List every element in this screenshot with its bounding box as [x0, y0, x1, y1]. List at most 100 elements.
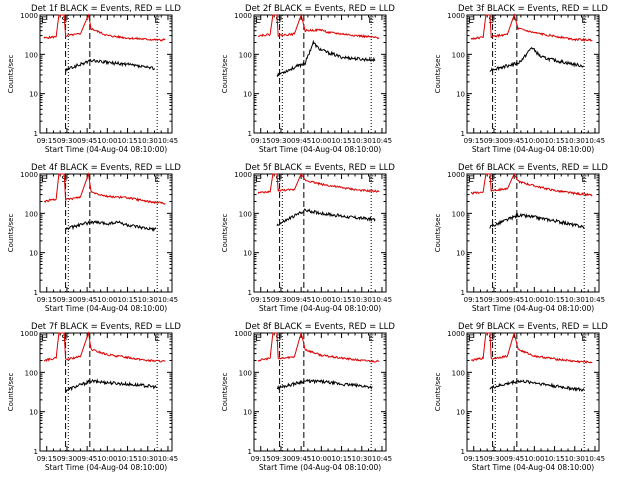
plot-frame [253, 14, 387, 134]
chart-panel-9: Det 9f BLACK = Events, RED = LLD 1 10 100 10… [434, 322, 608, 472]
event-marker-label: E [468, 334, 474, 344]
x-tick-label: 09:15 [251, 455, 271, 463]
x-axis-label: Start Time (04-Aug-04 08:10:00) [259, 463, 381, 472]
x-tick-label: 09:30 [57, 296, 77, 304]
chart-title: Det 5f BLACK = Events, RED = LLD [245, 163, 395, 173]
event-marker-label: E [41, 334, 47, 344]
events-series-line [489, 379, 585, 392]
event-marker-label: S [275, 16, 281, 26]
x-tick-label: 09:45 [77, 455, 97, 463]
y-tick-label: 1 [34, 448, 38, 456]
y-tick-label: 1 [248, 130, 252, 138]
x-tick-label: 09:45 [291, 455, 311, 463]
plot-frame [253, 332, 387, 452]
x-tick-label: 09:45 [504, 455, 524, 463]
y-tick-label: 1 [248, 289, 252, 297]
y-tick-label: 1000 [447, 330, 465, 338]
plot-frame [39, 173, 173, 293]
event-marker-label: S [275, 175, 281, 185]
chart-title: Det 6f BLACK = Events, RED = LLD [458, 163, 608, 173]
y-tick-label: 100 [452, 369, 465, 377]
y-tick-label: 1000 [447, 12, 465, 20]
x-tick-label: 10:30 [565, 455, 585, 463]
x-tick-label: 09:30 [271, 137, 291, 145]
x-tick-label: 10:15 [117, 137, 137, 145]
x-tick-label: 10:00 [97, 137, 117, 145]
x-tick-label: 10:30 [138, 296, 158, 304]
x-tick-label: 10:15 [331, 455, 351, 463]
chart-title: Det 9f BLACK = Events, RED = LLD [458, 322, 608, 332]
x-tick-label: 09:30 [484, 455, 504, 463]
x-tick-label: 10:00 [97, 296, 117, 304]
x-tick-label: 09:15 [464, 296, 484, 304]
lld-series-line [257, 332, 380, 363]
chart-panel-1: Det 1f BLACK = Events, RED = LLD 1 10 100 10… [7, 4, 181, 154]
event-marker-label: E [581, 334, 587, 344]
y-tick-label: 1 [461, 289, 465, 297]
lld-series-line [43, 172, 166, 205]
y-tick-label: 100 [25, 51, 38, 59]
event-marker-label: E [368, 334, 374, 344]
events-series-line [276, 39, 376, 78]
y-tick-label: 10 [456, 250, 465, 258]
lld-series-line [257, 172, 380, 194]
x-tick-label: 09:15 [37, 455, 57, 463]
events-series-line [489, 46, 585, 73]
x-tick-label: 10:15 [117, 455, 137, 463]
event-marker-label: E [255, 16, 261, 26]
chart-title: Det 3f BLACK = Events, RED = LLD [458, 4, 608, 14]
y-tick-label: 1000 [234, 12, 252, 20]
x-tick-label: 09:30 [484, 137, 504, 145]
event-marker-label: E [154, 175, 160, 185]
y-tick-label: 1000 [20, 171, 38, 179]
event-marker-label: E [154, 16, 160, 26]
x-tick-label: 10:30 [565, 296, 585, 304]
chart-panel-8: Det 8f BLACK = Events, RED = LLD 1 10 100 10… [221, 322, 395, 472]
chart-title: Det 8f BLACK = Events, RED = LLD [245, 322, 395, 332]
y-tick-label: 1 [34, 289, 38, 297]
event-marker-label: S [488, 175, 494, 185]
x-tick-label: 09:30 [57, 455, 77, 463]
y-axis-label: Counts/sec [221, 214, 229, 253]
x-tick-label: 09:45 [504, 137, 524, 145]
chart-title: Det 1f BLACK = Events, RED = LLD [31, 4, 181, 14]
y-axis-label: Counts/sec [7, 373, 15, 412]
plot-frame [466, 14, 600, 134]
x-tick-label: 10:45 [158, 296, 178, 304]
x-tick-label: 10:45 [158, 455, 178, 463]
x-axis-label: Start Time (04-Aug-04 08:10:00) [472, 145, 594, 154]
x-tick-label: 09:30 [271, 455, 291, 463]
x-tick-label: 10:45 [372, 296, 392, 304]
event-marker-label: E [154, 334, 160, 344]
plot-frame [466, 173, 600, 293]
event-marker-label: E [581, 16, 587, 26]
x-tick-label: 09:45 [291, 296, 311, 304]
x-tick-label: 10:30 [138, 137, 158, 145]
events-series-line [276, 378, 373, 391]
y-tick-label: 10 [243, 250, 252, 258]
x-tick-label: 09:45 [77, 296, 97, 304]
x-tick-label: 09:15 [37, 137, 57, 145]
y-tick-label: 1000 [20, 330, 38, 338]
y-tick-label: 10 [29, 91, 38, 99]
x-tick-label: 09:45 [291, 137, 311, 145]
x-tick-label: 09:45 [77, 137, 97, 145]
event-marker-label: E [468, 175, 474, 185]
plot-frame [466, 332, 600, 452]
events-series-line [65, 378, 158, 393]
chart-panel-3: Det 3f BLACK = Events, RED = LLD 1 10 100 10… [434, 4, 608, 154]
y-tick-label: 1 [461, 130, 465, 138]
x-tick-label: 10:15 [544, 137, 564, 145]
x-tick-label: 09:15 [464, 137, 484, 145]
chart-panel-2: Det 2f BLACK = Events, RED = LLD 1 10 100 10… [221, 4, 395, 154]
x-tick-label: 09:15 [37, 296, 57, 304]
y-tick-label: 10 [29, 409, 38, 417]
y-tick-label: 1 [34, 130, 38, 138]
event-marker-label: E [581, 175, 587, 185]
x-tick-label: 10:00 [311, 137, 331, 145]
y-tick-label: 1000 [234, 330, 252, 338]
x-axis-label: Start Time (04-Aug-04 08:10:00) [472, 304, 594, 313]
y-tick-label: 10 [29, 250, 38, 258]
chart-title: Det 2f BLACK = Events, RED = LLD [245, 4, 395, 14]
x-tick-label: 10:45 [372, 455, 392, 463]
